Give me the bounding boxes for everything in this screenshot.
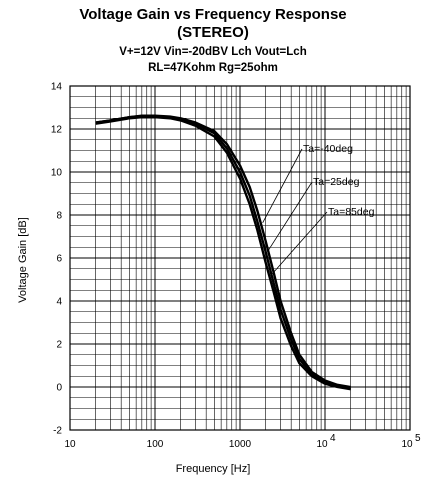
annotation-leader [270, 211, 328, 276]
chart-subtitle: (STEREO) [177, 24, 249, 41]
y-tick-label: 4 [56, 297, 62, 308]
y-tick-label: 12 [51, 125, 63, 136]
y-tick-label: 14 [51, 82, 63, 93]
y-tick-label: -2 [53, 426, 62, 437]
condition-line-1: V+=12V Vin=-20dBV Lch Vout=Lch [119, 46, 307, 58]
y-axis-label: Voltage Gain [dB] [17, 217, 29, 303]
series-line [95, 115, 351, 391]
y-tick-label: 6 [56, 254, 62, 265]
x-tick-label: 1000 [229, 439, 252, 450]
annotation-leader [262, 148, 303, 223]
plot-frame [69, 85, 411, 431]
annotation-leader [267, 181, 313, 252]
x-axis-label: Frequency [Hz] [175, 463, 251, 475]
x-tick-exponent: 5 [415, 433, 421, 444]
chart-title: Voltage Gain vs Frequency Response [79, 6, 347, 23]
series-line [95, 114, 351, 389]
series-annotation: Ta=25deg [313, 176, 360, 188]
series-annotation: Ta=85deg [328, 206, 375, 218]
series-annotation: Ta=-40deg [303, 143, 353, 155]
series-line [95, 114, 351, 390]
x-tick-label: 100 [147, 439, 164, 450]
y-tick-label: 8 [56, 211, 62, 222]
y-tick-label: 2 [56, 340, 62, 351]
x-tick-exponent: 4 [330, 433, 336, 444]
x-tick-label: 10 [64, 439, 76, 450]
x-tick-label: 10 [316, 439, 328, 450]
x-tick-label: 10 [401, 439, 413, 450]
y-tick-label: 0 [56, 383, 62, 394]
condition-line-2: RL=47Kohm Rg=25ohm [148, 62, 278, 74]
y-tick-label: 10 [51, 168, 63, 179]
